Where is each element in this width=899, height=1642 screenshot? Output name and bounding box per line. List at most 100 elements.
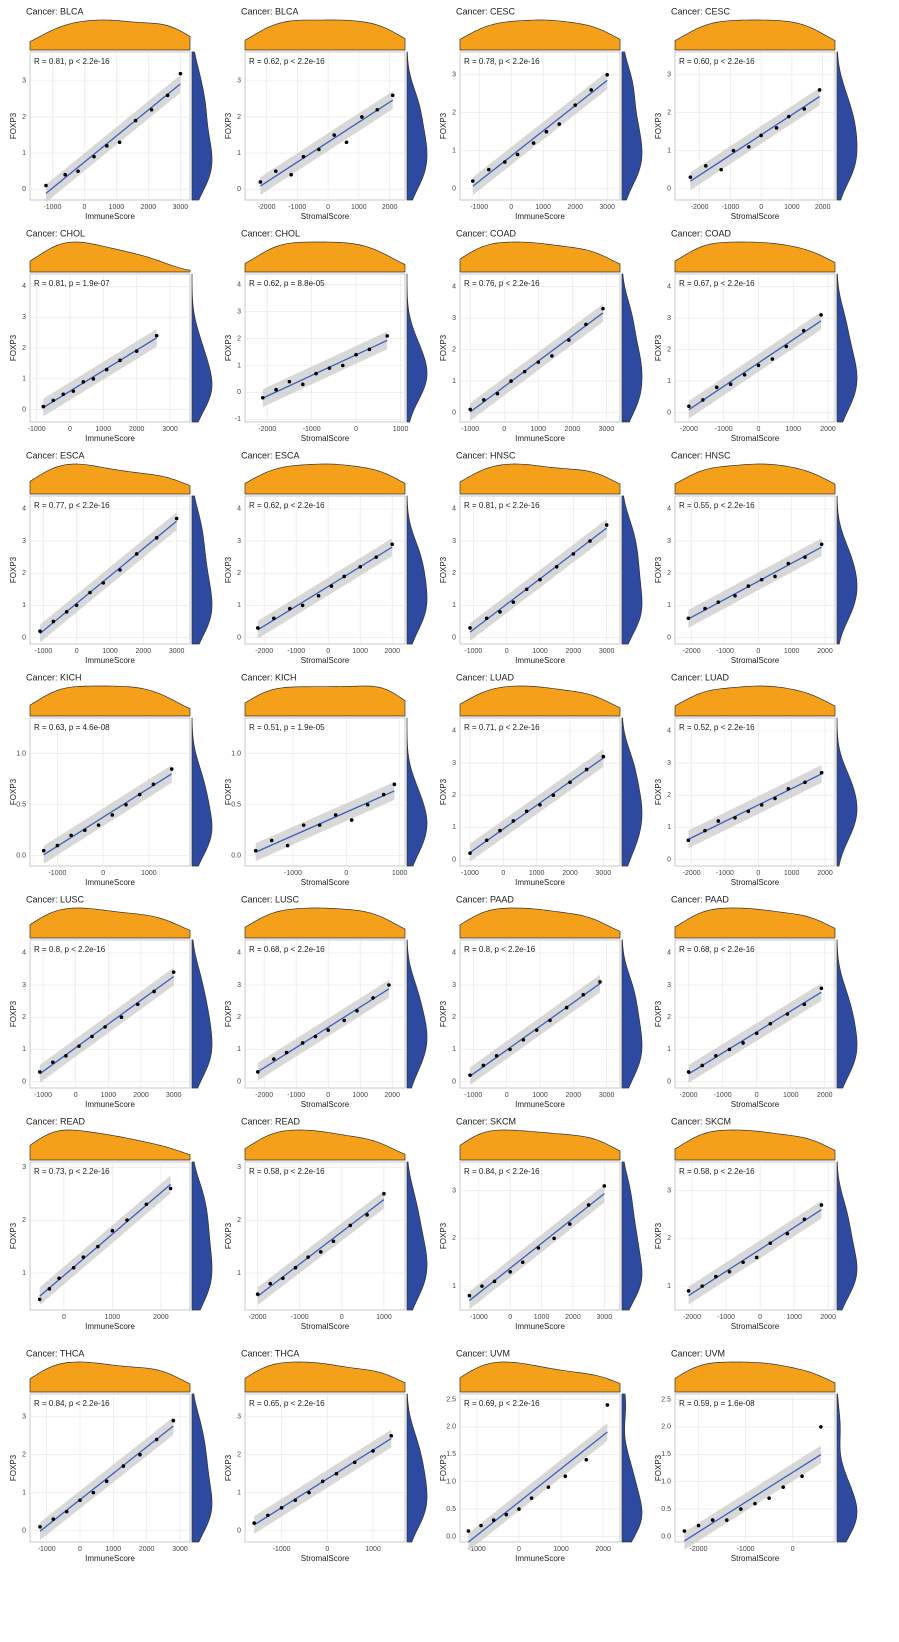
panel-title: Cancer: KICH [241, 672, 297, 682]
data-point [175, 517, 179, 521]
panel: Cancer: SKCM-10000100020003000123ImmuneS… [439, 1116, 642, 1331]
data-point [767, 1496, 771, 1500]
data-point [391, 94, 395, 98]
data-point [605, 523, 609, 527]
annotation: R = 0.73, p < 2.2e-16 [34, 1167, 110, 1176]
x-tick-label: 1000 [532, 1092, 548, 1099]
x-tick-label: -1000 [28, 426, 46, 433]
data-point [775, 126, 779, 130]
annotation: R = 0.62, p = 8.8e-05 [249, 279, 325, 288]
data-point [38, 1525, 42, 1529]
data-point [307, 1491, 311, 1495]
y-tick-label: 0 [452, 1078, 456, 1085]
x-tick-label: 2000 [139, 1546, 155, 1553]
data-point [757, 364, 761, 368]
panel: Cancer: COAD-1000010002000300001234Immun… [439, 228, 642, 443]
y-tick-label: 1 [237, 602, 241, 609]
x-axis-label: StromalScore [731, 878, 780, 887]
data-point [683, 1529, 687, 1533]
data-point [52, 399, 56, 403]
data-point [480, 1284, 484, 1288]
x-tick-label: 1000 [141, 870, 157, 877]
top-density [675, 1130, 835, 1160]
data-point [530, 1496, 534, 1500]
x-tick-label: -2000 [255, 1092, 273, 1099]
data-point [52, 1517, 56, 1521]
data-point [314, 1035, 318, 1039]
y-tick-label: 2 [452, 1014, 456, 1021]
x-tick-label: -1000 [470, 204, 488, 211]
x-axis-label: ImmuneScore [85, 212, 135, 221]
panel-title: Cancer: LUSC [241, 894, 300, 904]
data-point [272, 616, 276, 620]
data-point [152, 990, 156, 994]
x-tick-label: -2000 [683, 1314, 701, 1321]
y-tick-label: 3 [667, 72, 671, 79]
top-density [30, 908, 190, 938]
data-point [302, 155, 306, 159]
y-tick-label: 0 [237, 186, 241, 193]
data-point [739, 1507, 743, 1511]
data-point [63, 173, 67, 177]
x-tick-label: 3000 [172, 1546, 188, 1553]
data-point [368, 348, 372, 352]
data-point [552, 793, 556, 797]
data-point [495, 1054, 499, 1058]
data-point [38, 1298, 42, 1302]
x-tick-label: 0 [756, 870, 760, 877]
data-point [820, 771, 824, 775]
data-point [134, 119, 138, 123]
right-density [622, 718, 642, 866]
x-axis-label: StromalScore [301, 1554, 350, 1563]
data-point [301, 1041, 305, 1045]
data-point [536, 360, 540, 364]
x-tick-label: 0 [340, 1314, 344, 1321]
panel-title: Cancer: CESC [671, 6, 731, 16]
x-axis-label: ImmuneScore [515, 434, 565, 443]
data-point [306, 1255, 310, 1259]
data-point [102, 581, 106, 585]
y-tick-label: 4 [22, 283, 26, 290]
y-tick-label: 2 [237, 570, 241, 577]
data-point [697, 1524, 701, 1528]
data-point [753, 1502, 757, 1506]
data-point [818, 88, 822, 92]
top-density [675, 1362, 835, 1392]
data-point [725, 1518, 729, 1522]
y-tick-label: 2 [237, 335, 241, 342]
data-point [286, 844, 290, 848]
y-tick-label: 4 [22, 506, 26, 513]
data-point [319, 1250, 323, 1254]
panel: Cancer: CHOL-1000010002000300001234Immun… [9, 228, 212, 443]
data-point [289, 173, 293, 177]
data-point [714, 1054, 718, 1058]
x-tick-label: 3000 [597, 1314, 613, 1321]
data-point [65, 610, 69, 614]
x-tick-label: 0 [758, 1314, 762, 1321]
y-tick-label: 2.0 [446, 1424, 456, 1431]
y-tick-label: 1 [667, 148, 671, 155]
panel-title: Cancer: LUSC [26, 894, 85, 904]
x-tick-label: -1000 [43, 204, 61, 211]
y-tick-label: 4 [667, 950, 671, 957]
x-tick-label: 1000 [352, 648, 368, 655]
y-tick-label: 2 [237, 114, 241, 121]
data-point [118, 359, 122, 363]
x-tick-label: 1000 [393, 426, 409, 433]
x-tick-label: 1000 [102, 648, 118, 655]
y-tick-label: 0 [237, 1527, 241, 1534]
y-tick-label: 0 [667, 185, 671, 192]
annotation: R = 0.8, p < 2.2e-16 [464, 945, 536, 954]
data-point [288, 380, 292, 384]
data-point [568, 1222, 572, 1226]
y-tick-label: 2 [452, 792, 456, 799]
y-tick-label: 3 [667, 760, 671, 767]
data-point [83, 828, 87, 832]
x-tick-label: -2000 [680, 1092, 698, 1099]
data-point [733, 594, 737, 598]
panel: Cancer: CHOL-2000-100001000-101234Stroma… [224, 228, 427, 443]
y-tick-label: 1 [237, 150, 241, 157]
data-point [118, 140, 122, 144]
top-density [675, 242, 835, 272]
x-tick-label: 1000 [783, 1092, 799, 1099]
